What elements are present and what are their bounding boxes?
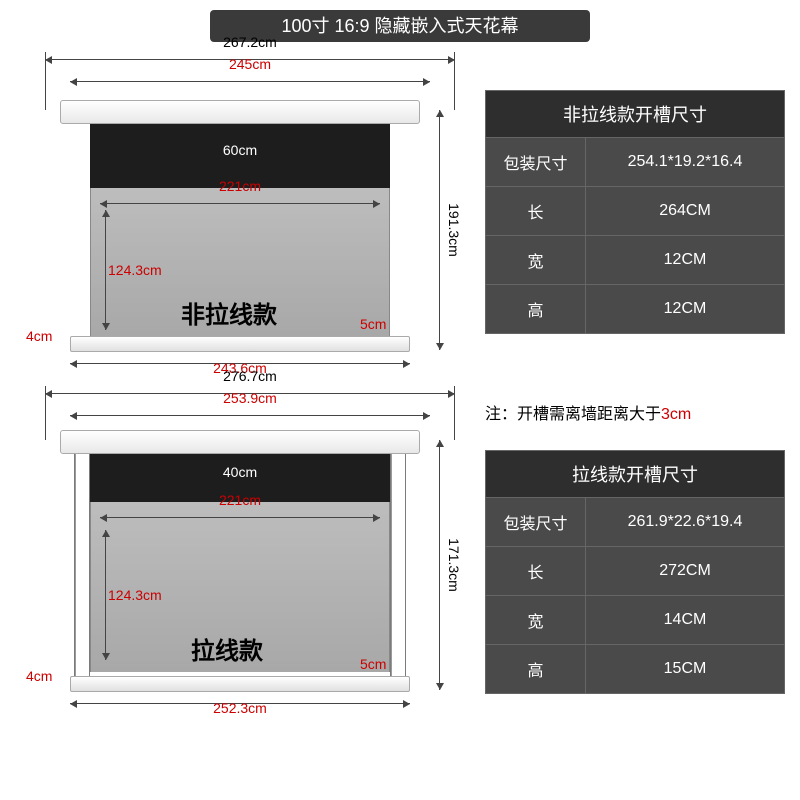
dim-label: 252.3cm	[211, 700, 269, 716]
diagram-tab-tensioned: 276.7cm 253.9cm 40cm 拉线款 221cm 124.3cm 1…	[60, 390, 440, 730]
dim-left-margin: 4cm	[26, 668, 52, 684]
table-row: 长272CM	[486, 547, 785, 596]
table-cell-key: 宽	[486, 596, 586, 645]
dim-screen-width: 221cm	[100, 196, 380, 210]
dim-screen-width: 221cm	[100, 510, 380, 524]
table-row: 宽14CM	[486, 596, 785, 645]
table-cell-key: 宽	[486, 236, 586, 285]
dim-right-margin: 5cm	[360, 656, 386, 672]
table-header: 非拉线款开槽尺寸	[486, 91, 785, 138]
dim-drop-height: 40cm	[180, 472, 300, 486]
table-row: 高15CM	[486, 645, 785, 694]
table-cell-val: 264CM	[586, 187, 785, 236]
dim-bottom-width: 252.3cm	[70, 696, 410, 710]
dim-right-margin: 5cm	[360, 316, 386, 332]
spec-table-non-tensioned: 非拉线款开槽尺寸 包装尺寸254.1*19.2*16.4 长264CM 宽12C…	[485, 90, 785, 334]
diagram-non-tensioned: 267.2cm 245cm 60cm 非拉线款 221cm 124.3cm 19…	[60, 50, 440, 380]
table-header: 拉线款开槽尺寸	[486, 451, 785, 498]
variant-label: 拉线款	[191, 631, 263, 666]
screen-casing	[60, 100, 420, 124]
dim-drop-height: 60cm	[180, 150, 300, 164]
table-cell-val: 254.1*19.2*16.4	[586, 138, 785, 187]
dim-label: 221cm	[217, 178, 263, 194]
table-cell-val: 14CM	[586, 596, 785, 645]
dim-label: 124.3cm	[108, 587, 118, 603]
note-prefix: 注：开槽需离墙距离大于	[485, 406, 661, 423]
table-row: 宽12CM	[486, 236, 785, 285]
table-cell-val: 272CM	[586, 547, 785, 596]
dim-label: 245cm	[227, 56, 273, 72]
spec-table-tab-tensioned: 拉线款开槽尺寸 包装尺寸261.9*22.6*19.4 长272CM 宽14CM…	[485, 450, 785, 694]
table-row: 包装尺寸261.9*22.6*19.4	[486, 498, 785, 547]
table-cell-val: 15CM	[586, 645, 785, 694]
dim-label: 253.9cm	[221, 390, 279, 406]
dim-label: 4cm	[26, 328, 52, 344]
weight-bar	[70, 676, 410, 692]
table-cell-key: 长	[486, 547, 586, 596]
table-cell-key: 高	[486, 285, 586, 334]
dim-total-height: 171.3cm	[432, 440, 446, 690]
dim-total-height: 191.3cm	[432, 110, 446, 350]
tab-tensioner-left	[74, 454, 90, 686]
dim-screen-height: 124.3cm	[98, 210, 112, 330]
dim-left-margin: 4cm	[26, 328, 52, 344]
table-cell-val: 12CM	[586, 236, 785, 285]
dim-label: 171.3cm	[446, 538, 462, 592]
table-cell-key: 包装尺寸	[486, 138, 586, 187]
table-cell-key: 包装尺寸	[486, 498, 586, 547]
dim-label: 267.2cm	[221, 34, 279, 50]
dim-label: 124.3cm	[108, 262, 118, 278]
table-row: 包装尺寸254.1*19.2*16.4	[486, 138, 785, 187]
dim-label: 60cm	[221, 142, 259, 158]
weight-bar	[70, 336, 410, 352]
dim-inner-width: 245cm	[70, 74, 430, 88]
dim-screen-height: 124.3cm	[98, 530, 112, 660]
table-cell-val: 12CM	[586, 285, 785, 334]
table-cell-key: 高	[486, 645, 586, 694]
dim-label: 221cm	[217, 492, 263, 508]
table-cell-val: 261.9*22.6*19.4	[586, 498, 785, 547]
dim-inner-width: 253.9cm	[70, 408, 430, 422]
dim-label: 5cm	[360, 656, 386, 672]
table-row: 长264CM	[486, 187, 785, 236]
screen-casing	[60, 430, 420, 454]
note-highlight: 3cm	[661, 406, 691, 423]
dim-label: 4cm	[26, 668, 52, 684]
table-row: 高12CM	[486, 285, 785, 334]
dim-label: 5cm	[360, 316, 386, 332]
variant-label: 非拉线款	[181, 295, 277, 330]
dim-label: 276.7cm	[221, 368, 279, 384]
dim-label: 40cm	[221, 464, 259, 480]
wall-clearance-note: 注：开槽需离墙距离大于3cm	[485, 400, 691, 424]
tab-tensioner-right	[390, 454, 406, 686]
table-cell-key: 长	[486, 187, 586, 236]
dim-label: 191.3cm	[446, 203, 462, 257]
